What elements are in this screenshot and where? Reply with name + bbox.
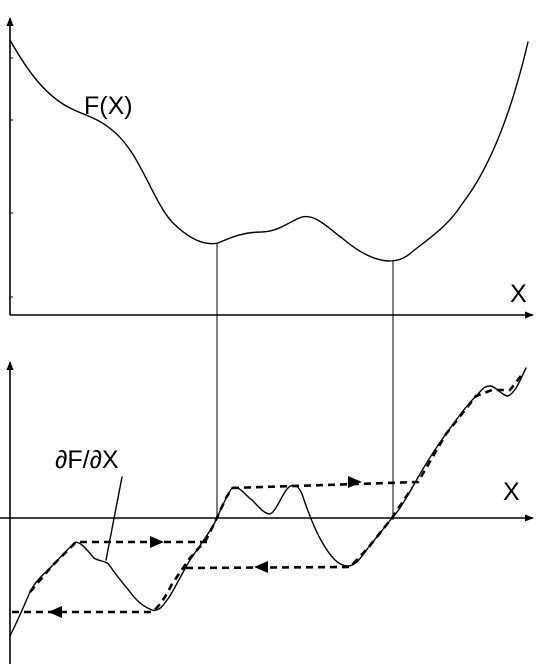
potential-curve-label: F(X) xyxy=(84,92,133,120)
arrow-right-upper-right xyxy=(348,476,362,488)
hysteresis-loop xyxy=(12,371,526,618)
arrow-left-lower-right xyxy=(254,561,268,573)
derivative-curve xyxy=(9,367,527,637)
arrow-left-lower-left xyxy=(48,606,62,618)
hysteresis-path-upper-left xyxy=(29,540,208,593)
arrow-right-upper-left xyxy=(150,536,164,548)
potential-curve xyxy=(9,39,529,262)
bottom-x-axis-label: X xyxy=(503,478,520,506)
hysteresis-path-lower-right xyxy=(185,487,414,570)
bottom-plot: ∂F/∂X X xyxy=(0,361,534,664)
top-y-ticks xyxy=(10,57,13,298)
minimum-guides xyxy=(216,243,394,520)
top-plot: F(X) X xyxy=(6,17,534,319)
top-x-axis-label: X xyxy=(510,280,527,308)
hysteresis-path-lower-left xyxy=(12,487,234,614)
derivative-label-leader xyxy=(105,476,123,561)
hysteresis-path-upper-right xyxy=(231,371,526,490)
derivative-curve-label: ∂F/∂X xyxy=(55,446,119,474)
